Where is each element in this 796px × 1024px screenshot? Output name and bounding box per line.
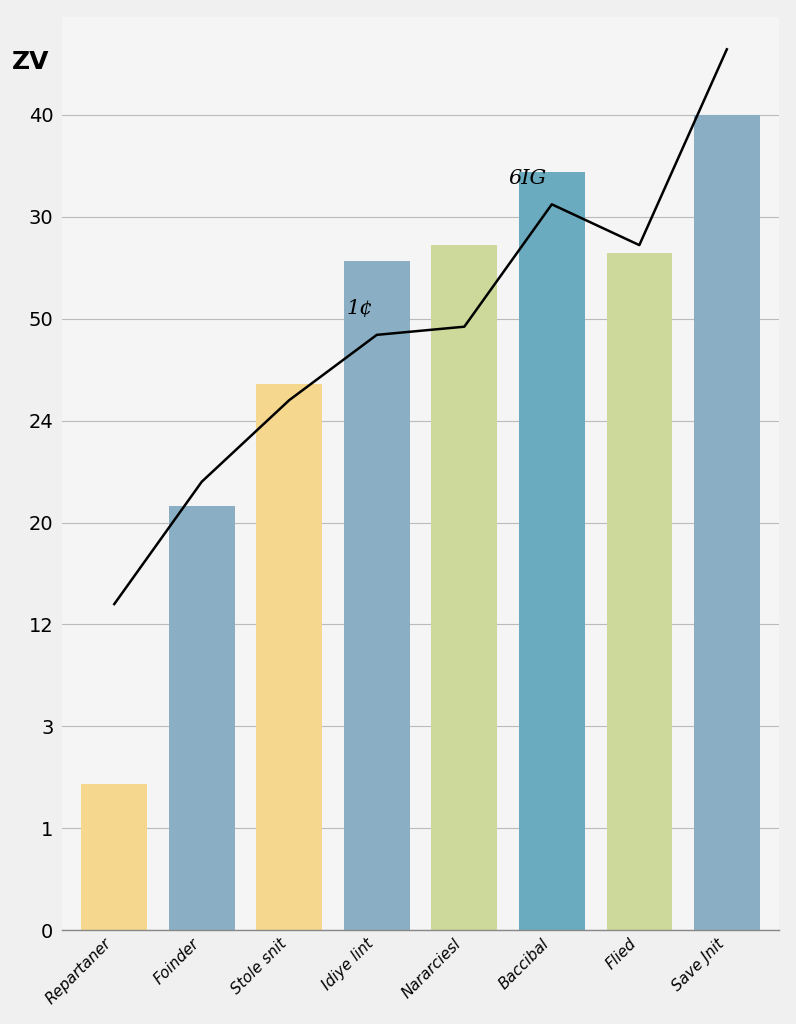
Bar bbox=[344, 261, 410, 931]
Bar bbox=[694, 115, 759, 931]
Bar bbox=[607, 253, 672, 931]
Text: 1¢: 1¢ bbox=[346, 299, 373, 318]
Bar bbox=[81, 783, 147, 931]
Bar bbox=[431, 245, 498, 931]
Bar bbox=[256, 384, 322, 931]
Text: ZV: ZV bbox=[13, 50, 50, 74]
Text: 6IG: 6IG bbox=[508, 169, 546, 188]
Bar bbox=[519, 172, 584, 931]
Bar bbox=[169, 506, 235, 931]
